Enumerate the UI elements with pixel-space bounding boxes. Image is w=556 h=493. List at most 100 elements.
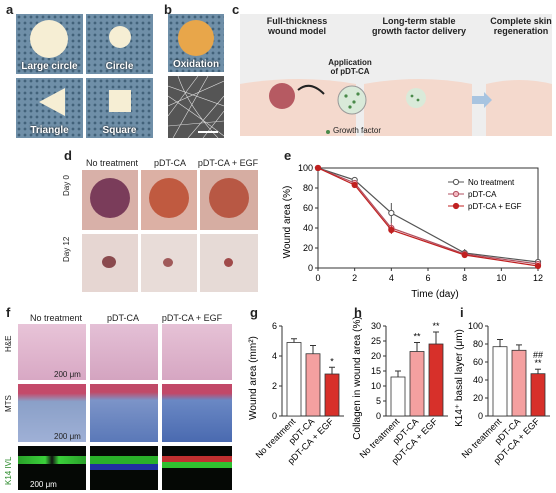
wound-day12-egf [200,234,258,292]
g-ytick-label: 2 [272,381,277,391]
he-scale: 200 μm [54,370,81,379]
f-row-k14: K14 IVL [4,456,13,485]
f-col-egf: pDT-CA + EGF [161,313,223,323]
e-ytick-label: 0 [308,263,313,273]
mts-egf [162,384,232,442]
photo-oxidation: Oxidation [168,14,224,72]
chart-e: Time (day) Wound area (%) 0 2 4 6 8 10 12 0 20 40… [282,163,543,300]
f-col-no-treatment: No treatment [29,313,83,323]
i-sig-mark: ** [534,358,542,368]
h-ytick-label: 25 [371,336,381,346]
h-bar [390,376,406,417]
h-sig-mark: ** [432,321,440,331]
e-ytick-label: 40 [303,223,313,233]
wound-day12-pdtca [141,234,197,292]
i-ytick-label: 80 [473,339,483,349]
e-legend-label: pDT-CA [468,190,497,199]
g-ytick-label: 6 [272,321,277,331]
photo-square: Square [86,78,153,138]
i-ytick-label: 60 [473,357,483,367]
h-ytick-label: 0 [376,411,381,421]
e-xtick-label: 10 [496,273,506,283]
panel-label-b: b [164,2,172,17]
e-legend-marker [452,178,460,186]
i-bar [511,349,527,417]
e-legend-label: No treatment [468,178,515,187]
g-ytick-label: 4 [272,351,277,361]
g-sig-mark: * [330,356,334,366]
h-ylabel: Collagen in wound area (%) [352,316,363,439]
photo-large-circle: Large circle [16,14,83,74]
e-xlabel: Time (day) [411,289,458,300]
g-bar [286,342,302,417]
h-sig-mark: ** [413,332,421,342]
h-ytick-label: 30 [371,321,381,331]
sem-fiber-image [167,75,225,139]
e-ylabel: Wound area (%) [282,186,293,259]
e-legend-marker [452,190,460,198]
step3-title: Complete skin regeneration [490,16,552,36]
g-ytick-label: 0 [272,411,277,421]
e-xtick-label: 6 [425,273,430,283]
i-ytick-label: 100 [468,321,483,331]
schematic [240,14,552,136]
panel-label-d: d [64,148,72,163]
step2-title: Long-term stable growth factor delivery [371,16,467,36]
d-row-day12: Day 12 [62,236,71,262]
g-ylabel: Wound area (mm²) [248,336,259,420]
k14-no-treatment [18,446,86,490]
sem-fibers [167,75,225,139]
panel-label-g: g [250,305,258,320]
e-ytick-label: 100 [298,163,313,173]
e-xtick-label: 8 [462,273,467,283]
he-pdtca [90,324,158,380]
f-col-pdtca: pDT-CA [106,313,139,323]
panel-label-a: a [6,2,14,17]
he-no-treatment [18,324,86,380]
e-point [388,209,395,217]
photo-circle: Circle [86,14,153,74]
e-point [351,181,358,189]
d-day12-row [82,234,258,292]
h-bar [428,343,444,417]
h-bar [409,351,425,417]
mts-no-treatment [18,384,86,442]
label-triangle: Triangle [30,125,69,136]
e-point [388,226,395,234]
e-ytick-label: 20 [303,243,313,253]
panel-label-c: c [232,2,240,17]
application-label: Application of pDT-CA [328,58,372,76]
i-sig-mark: ## [533,350,543,360]
d-col-egf: pDT-CA + EGF [197,158,259,168]
k14-pdtca [90,446,158,490]
h-ytick-label: 20 [371,351,381,361]
label-circle: Circle [105,61,134,72]
e-point [461,251,468,259]
g-bar [305,353,321,417]
e-xtick-label: 12 [533,273,543,283]
i-ylabel: K14⁺ basal layer (μm) [454,329,465,427]
e-ytick-label: 80 [303,183,313,193]
e-xtick-label: 0 [315,273,320,283]
mts-scale: 200 μm [54,432,81,441]
chart-h: Collagen in wound area (%) 051015202530N… [352,316,448,466]
schematic-drawing [240,79,552,136]
mts-pdtca [90,384,158,442]
h-ytick-label: 15 [371,366,381,376]
photo-triangle: Triangle [16,78,83,138]
e-legend-marker [452,202,460,210]
wound-day12-no-treatment [82,234,138,292]
k14-egf [162,446,232,490]
f-row-he: H&E [4,335,13,352]
i-ytick-label: 0 [478,411,483,421]
e-ytick-label: 60 [303,203,313,213]
i-ytick-label: 20 [473,393,483,403]
d-col-no-treatment: No treatment [85,158,139,168]
panel-label-f: f [6,305,11,320]
d-day0-row [82,170,258,230]
growth-factor-legend: Growth factor [333,126,382,135]
d-col-pdtca: pDT-CA [153,158,186,168]
wound-day0-pdtca [141,170,197,230]
